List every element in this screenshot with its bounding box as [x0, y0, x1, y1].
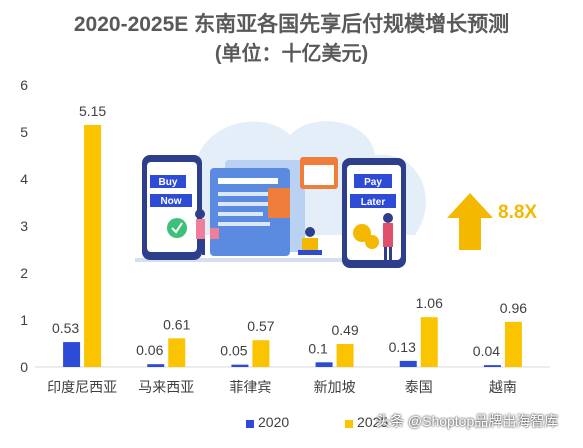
bar-2025	[336, 343, 354, 367]
bar-2025	[84, 124, 102, 367]
data-label-2025: 5.15	[79, 103, 106, 119]
shopper-figure	[195, 209, 219, 255]
data-label-2025: 1.06	[416, 295, 443, 311]
phone-buy-now: Buy Now	[142, 155, 202, 260]
x-tick-label: 马来西亚	[138, 379, 194, 395]
phone-pay-later: Pay Later	[342, 158, 406, 268]
chart-title: 2020-2025E 东南亚各国先享后付规模增长预测	[73, 13, 510, 36]
data-label-2020: 0.05	[220, 343, 247, 359]
svg-text:Pay: Pay	[364, 177, 382, 188]
y-tick-label: 4	[20, 171, 28, 187]
x-axis: 印度尼西亚 马来西亚 菲律宾 新加坡 泰国 越南	[47, 379, 517, 395]
legend-label-2025: 2025	[357, 414, 389, 431]
legend-swatch-2020	[246, 419, 254, 428]
chart-subtitle: (单位：十亿美元)	[214, 43, 369, 65]
invoice-documents	[210, 160, 305, 256]
growth-arrow-icon	[447, 193, 493, 250]
y-tick-label: 6	[20, 77, 28, 93]
bar-2020	[399, 360, 417, 367]
bar-2025	[420, 317, 438, 367]
bar-2025	[252, 340, 270, 367]
data-label-2025: 0.61	[163, 316, 190, 332]
svg-text:Buy: Buy	[159, 177, 178, 188]
bnpl-illustration: Buy Now	[135, 121, 426, 268]
data-label-2020: 0.1	[308, 340, 328, 356]
data-label-2025: 0.96	[500, 300, 527, 316]
data-label-2020: 0.13	[389, 339, 416, 355]
platform	[135, 258, 400, 262]
bar-2020	[147, 364, 165, 367]
bars-layer	[63, 124, 522, 367]
x-tick-label: 泰国	[405, 379, 433, 395]
watermark: 头条 @Shoptop品牌出海智库	[376, 413, 559, 429]
svg-text:Now: Now	[160, 196, 181, 207]
data-label-2020: 0.04	[473, 343, 500, 359]
legend-item-2020: 2020	[246, 414, 289, 430]
bar-2020	[483, 365, 501, 367]
y-axis: 0 1 2 3 4 5 6	[20, 77, 28, 375]
x-tick-label: 菲律宾	[229, 379, 271, 395]
seated-person-figure	[298, 227, 322, 255]
bar-2020	[63, 342, 81, 367]
x-tick-label: 越南	[489, 379, 517, 395]
y-tick-label: 3	[20, 218, 28, 234]
growth-multiplier-label: 8.8X	[498, 202, 538, 223]
data-label-2020: 0.53	[52, 320, 79, 336]
svg-text:Later: Later	[361, 197, 386, 208]
bar-2020	[231, 364, 249, 367]
legend-label-2020: 2020	[258, 414, 290, 431]
bar-2025	[168, 338, 186, 367]
y-tick-label: 5	[20, 124, 28, 140]
y-tick-label: 2	[20, 265, 28, 281]
y-tick-label: 1	[20, 312, 28, 328]
x-tick-label: 新加坡	[314, 379, 356, 395]
x-tick-label: 印度尼西亚	[47, 379, 117, 395]
legend: 2020 2025	[246, 413, 440, 430]
value-labels-layer: 0.53 5.15 0.060.61 0.050.57 0.10.49 0.13 1.06 0…	[52, 103, 527, 359]
calendar-icon	[300, 157, 338, 189]
standing-person-figure	[383, 213, 393, 262]
bar-2020	[315, 362, 333, 367]
data-label-2020: 0.06	[136, 342, 163, 358]
y-tick-label: 0	[20, 359, 28, 375]
data-label-2025: 0.49	[331, 322, 358, 338]
legend-swatch-2025	[345, 419, 354, 428]
data-label-2025: 0.57	[247, 318, 274, 334]
bar-2025	[504, 321, 522, 367]
legend-item-2025: 2025	[345, 414, 388, 430]
